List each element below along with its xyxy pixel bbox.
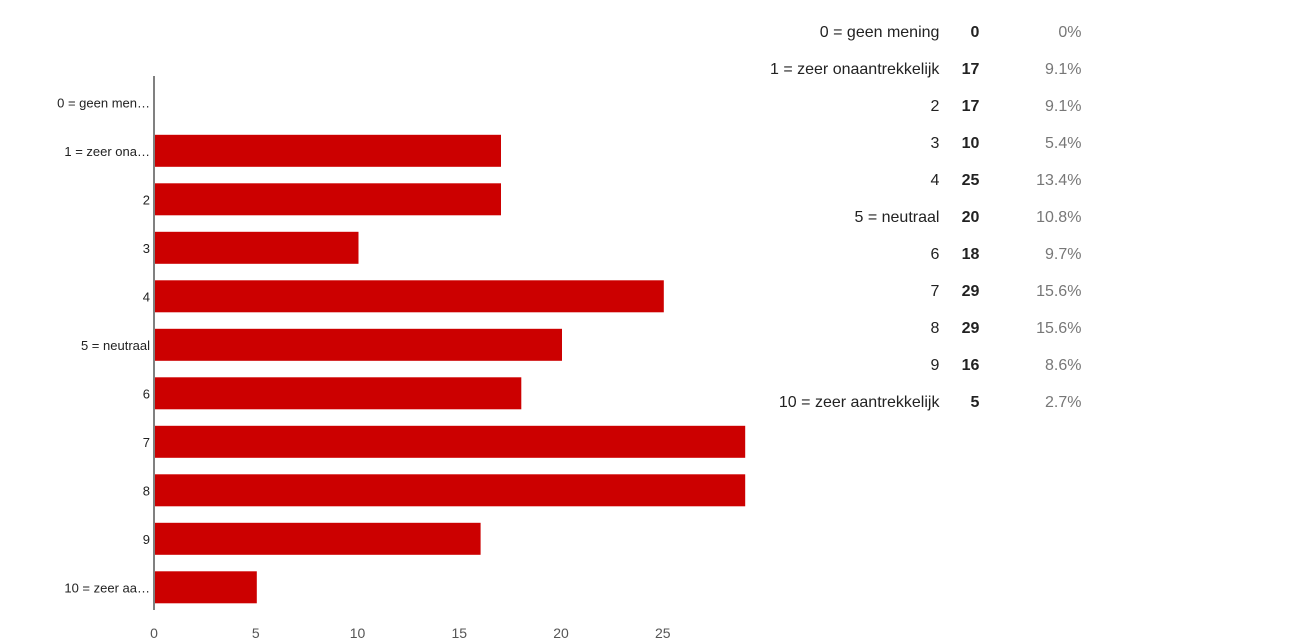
summary-label: 10 = zeer aantrekkelijk: [778, 393, 940, 411]
bar: [155, 231, 359, 264]
x-tick-label: 15: [452, 625, 468, 641]
x-tick-label: 20: [553, 625, 569, 641]
summary-row: 0 = geen mening 0 0%: [770, 14, 1082, 51]
summary-count: 25: [961, 171, 980, 189]
summary-percent: 10.8%: [1036, 208, 1082, 226]
summary-label: 0 = geen mening: [819, 23, 940, 41]
summary-count: 29: [961, 282, 980, 300]
bar: [155, 522, 481, 555]
summary-row: 1 = zeer onaantrekkelijk 17 9.1%: [770, 51, 1081, 88]
summary-label: 6: [930, 245, 940, 263]
category-label: 7: [143, 435, 150, 450]
summary-percent: 2.7%: [1044, 393, 1082, 411]
category-label: 10 = zeer aa…: [64, 580, 150, 595]
summary-label: 9: [930, 356, 940, 374]
summary-row: 10 = zeer aantrekkelijk 5 2.7%: [770, 384, 1082, 421]
summary-count: 17: [961, 60, 980, 78]
bar: [155, 377, 522, 410]
summary-row: 3 10 5.4%: [770, 125, 1082, 162]
summary-percent: 15.6%: [1036, 319, 1082, 337]
summary-count: 10: [961, 134, 980, 152]
bar: [155, 425, 746, 458]
category-label: 6: [143, 386, 150, 401]
category-label: 5 = neutraal: [81, 338, 150, 353]
summary-label: 1 = zeer onaantrekkelijk: [770, 60, 940, 78]
summary-percent: 9.7%: [1044, 245, 1082, 263]
summary-percent: 0%: [1058, 23, 1082, 41]
category-label: 4: [143, 289, 150, 304]
summary-label: 7: [930, 282, 940, 300]
summary-count: 17: [961, 97, 980, 115]
category-label: 8: [143, 483, 150, 498]
summary-row: 5 = neutraal 20 10.8%: [770, 199, 1081, 236]
bar: [155, 328, 562, 361]
summary-row: 9 16 8.6%: [770, 347, 1082, 384]
x-tick-label: 5: [252, 625, 260, 641]
summary-percent: 13.4%: [1036, 171, 1082, 189]
bar: [155, 571, 257, 604]
summary-percent: 15.6%: [1036, 282, 1082, 300]
category-label: 2: [143, 192, 150, 207]
summary-count: 0: [970, 23, 980, 41]
summary-row: 8 29 15.6%: [770, 310, 1082, 347]
bar: [155, 474, 746, 507]
summary-count: 18: [961, 245, 980, 263]
summary-row: 7 29 15.6%: [770, 273, 1082, 310]
summary-label: 5 = neutraal: [854, 208, 940, 226]
summary-count: 16: [961, 356, 980, 374]
summary-count: 5: [970, 393, 980, 411]
summary-label: 3: [930, 134, 940, 152]
summary-percent: 9.1%: [1044, 60, 1082, 78]
category-label: 3: [143, 241, 150, 256]
x-tick-label: 10: [350, 625, 366, 641]
bar: [155, 134, 501, 167]
summary-percent: 8.6%: [1044, 356, 1082, 374]
x-tick-label: 0: [150, 625, 158, 641]
category-label: 9: [143, 532, 150, 547]
x-tick-label: 25: [655, 625, 671, 641]
summary-label: 2: [930, 97, 940, 115]
bar-chart: 0 = geen men… 1 = zeer ona… 2 3 4 5 = neutraa…: [57, 76, 746, 641]
summary-row: 2 17 9.1%: [770, 88, 1082, 125]
summary-percent: 9.1%: [1044, 97, 1082, 115]
category-label: 0 = geen men…: [57, 95, 150, 110]
summary-table: 0 = geen mening 0 0% 1 = zeer onaantrekkeli…: [770, 14, 1081, 421]
bar: [155, 280, 664, 313]
summary-percent: 5.4%: [1044, 134, 1082, 152]
summary-row: 6 18 9.7%: [770, 236, 1082, 273]
summary-count: 20: [961, 208, 980, 226]
summary-label: 8: [930, 319, 940, 337]
bar: [155, 183, 501, 216]
summary-count: 29: [961, 319, 980, 337]
category-label: 1 = zeer ona…: [64, 144, 150, 159]
summary-label: 4: [930, 171, 940, 189]
summary-row: 4 25 13.4%: [770, 162, 1082, 199]
